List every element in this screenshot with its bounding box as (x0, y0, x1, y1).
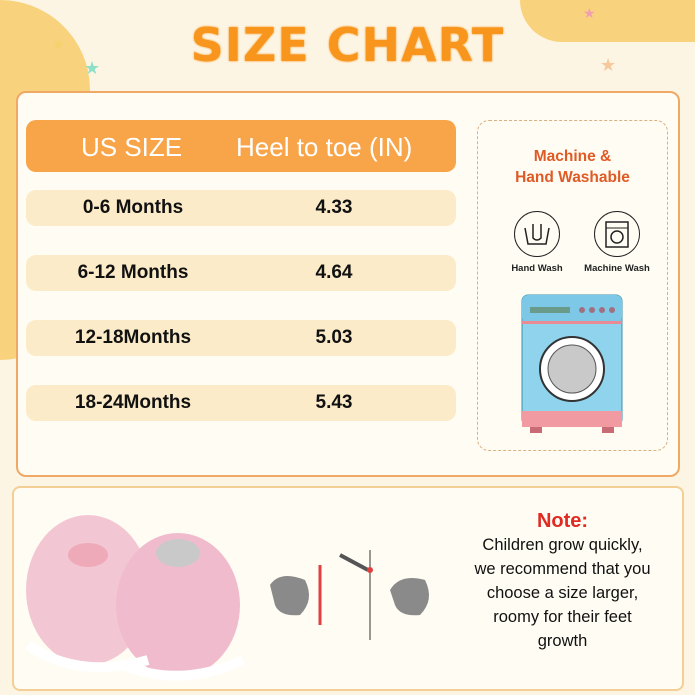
machine-wash-label: Machine Wash (584, 263, 650, 274)
shoes-illustration (25, 515, 246, 681)
table-header: US SIZE Heel to toe (IN) (26, 120, 456, 172)
table-row: 6-12 Months 4.64 (26, 255, 456, 291)
table-row: 12-18Months 5.03 (26, 320, 456, 356)
length-cell: 5.03 (315, 327, 353, 348)
size-cell: 18-24Months (74, 392, 192, 413)
star-icon: ★ (84, 58, 101, 78)
hand-wash-label: Hand Wash (511, 263, 563, 274)
table-row: 18-24Months 5.43 (26, 385, 456, 421)
note-text: we recommend that you (474, 560, 651, 578)
wash-info-box: Machine & Hand Washable Hand Wash Machin… (477, 120, 668, 451)
hand-wash-icon (514, 211, 560, 257)
note-title: Note: (536, 510, 589, 532)
header-heel-to-toe: Heel to toe (IN) (236, 132, 413, 162)
star-icon: ★ (583, 5, 596, 21)
note-text: growth (537, 632, 588, 650)
wash-title-line: Machine & (533, 148, 612, 165)
size-cell: 6-12 Months (77, 262, 189, 283)
length-cell: 4.33 (315, 197, 353, 218)
wash-title: Machine & Hand Washable (478, 146, 667, 188)
star-icon: ★ (52, 36, 65, 52)
size-cell: 0-6 Months (82, 197, 184, 218)
table-row: 0-6 Months 4.33 (26, 190, 456, 226)
wash-title-line: Hand Washable (515, 169, 630, 186)
foot-measure-illustration (270, 550, 429, 640)
note-text: roomy for their feet (493, 608, 632, 626)
note-text: choose a size larger, (486, 584, 639, 602)
washing-machine-illustration (521, 294, 623, 433)
length-cell: 4.64 (315, 262, 353, 283)
star-icon: ★ (600, 55, 617, 75)
decor-blob-right (520, 0, 695, 42)
machine-wash-icon (594, 211, 640, 257)
length-cell: 5.43 (315, 392, 353, 413)
page-title: SIZE CHART (190, 18, 505, 72)
size-cell: 12-18Months (74, 327, 192, 348)
header-us-size: US SIZE (81, 132, 183, 162)
note-text: Children grow quickly, (482, 536, 643, 554)
